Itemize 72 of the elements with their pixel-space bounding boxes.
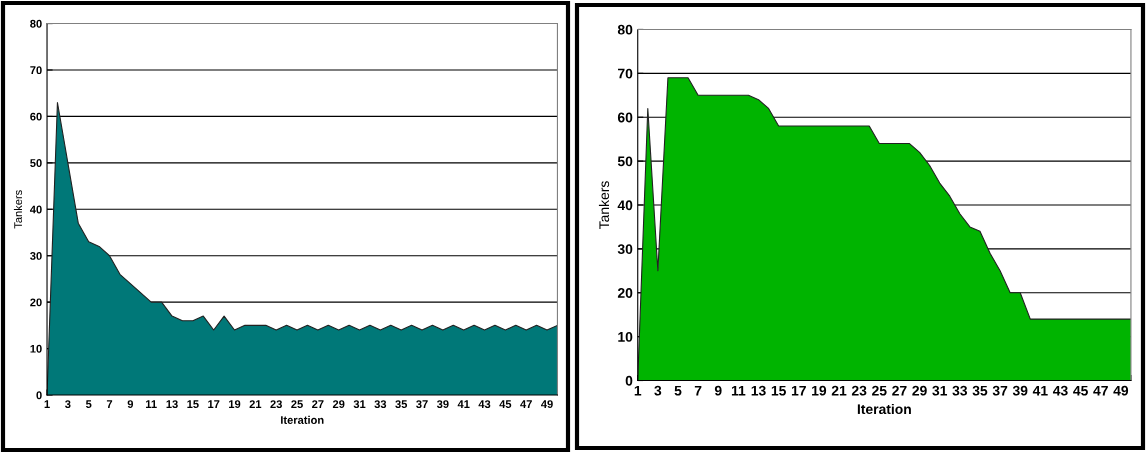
y-tick-label: 80	[617, 24, 633, 35]
x-tick-label: 13	[751, 385, 766, 396]
x-tick-label: 27	[312, 400, 324, 408]
y-tick-label: 50	[617, 156, 633, 167]
x-tick-label: 37	[992, 385, 1008, 396]
x-tick-label: 43	[1052, 385, 1068, 396]
x-tick-label: 3	[654, 385, 662, 396]
y-tick-label: 10	[30, 344, 42, 353]
y-tick-label: 80	[30, 19, 42, 28]
x-tick-label: 35	[395, 400, 408, 409]
y-tick-label: 60	[617, 112, 633, 123]
x-tick-label: 19	[229, 400, 241, 409]
y-axis-title: Tankers	[598, 181, 610, 229]
x-tick-label: 1	[44, 400, 50, 408]
x-tick-label: 11	[731, 385, 746, 396]
x-axis-title: Iteration	[857, 403, 911, 415]
x-tick-label: 7	[694, 385, 702, 396]
x-tick-label: 31	[932, 385, 948, 396]
x-tick-label: 17	[791, 385, 806, 396]
y-tick-label: 40	[29, 205, 42, 214]
y-tick-label: 30	[617, 244, 633, 255]
x-tick-label: 35	[972, 385, 988, 396]
y-tick-label: 0	[36, 391, 42, 400]
x-tick-label: 7	[106, 400, 113, 408]
x-tick-label: 21	[249, 400, 262, 408]
x-tick-label: 5	[674, 385, 682, 396]
x-tick-label: 45	[1073, 385, 1088, 396]
x-tick-label: 39	[436, 400, 449, 409]
x-tick-label: 5	[85, 400, 92, 409]
x-tick-label: 23	[851, 385, 867, 396]
x-tick-label: 27	[892, 385, 907, 396]
x-tick-label: 3	[65, 400, 71, 409]
x-tick-label: 15	[771, 385, 786, 396]
x-tick-label: 31	[353, 400, 366, 409]
x-tick-label: 17	[208, 400, 220, 408]
y-tick-label: 30	[30, 251, 42, 260]
x-axis-title: Iteration	[281, 415, 324, 424]
x-tick-label: 45	[499, 400, 512, 409]
y-tick-label: 40	[617, 200, 633, 211]
x-tick-label: 41	[1032, 385, 1048, 396]
x-tick-label: 33	[952, 385, 968, 396]
x-tick-label: 29	[332, 400, 345, 409]
y-tick-label: 10	[618, 331, 633, 342]
y-tick-label: 70	[30, 66, 42, 75]
x-tick-label: 1	[634, 385, 642, 396]
y-tick-label: 20	[30, 298, 42, 307]
x-tick-label: 19	[812, 385, 827, 396]
x-tick-label: 47	[1093, 385, 1108, 396]
x-tick-label: 9	[714, 385, 722, 396]
x-tick-label: 49	[1113, 385, 1129, 396]
x-tick-label: 47	[520, 400, 532, 408]
y-tick-label: 70	[618, 68, 633, 79]
x-tick-label: 21	[831, 385, 847, 396]
x-tick-label: 37	[416, 400, 428, 409]
x-tick-label: 41	[457, 400, 470, 408]
y-tick-label: 60	[30, 112, 42, 121]
x-tick-label: 25	[291, 400, 303, 409]
x-tick-label: 23	[270, 400, 282, 409]
y-tick-label: 0	[625, 375, 633, 386]
x-tick-label: 11	[146, 400, 157, 408]
y-tick-label: 20	[617, 288, 633, 298]
x-tick-label: 39	[1012, 385, 1028, 396]
x-tick-label: 33	[374, 400, 387, 409]
x-tick-label: 49	[541, 400, 553, 409]
x-tick-label: 29	[912, 385, 927, 396]
x-tick-label: 13	[166, 400, 178, 409]
x-tick-label: 43	[478, 400, 491, 409]
x-tick-label: 25	[872, 385, 887, 396]
x-tick-label: 15	[187, 400, 199, 409]
y-axis-title: Tankers	[13, 190, 23, 229]
y-tick-label: 50	[30, 159, 42, 167]
x-tick-label: 9	[127, 400, 134, 409]
